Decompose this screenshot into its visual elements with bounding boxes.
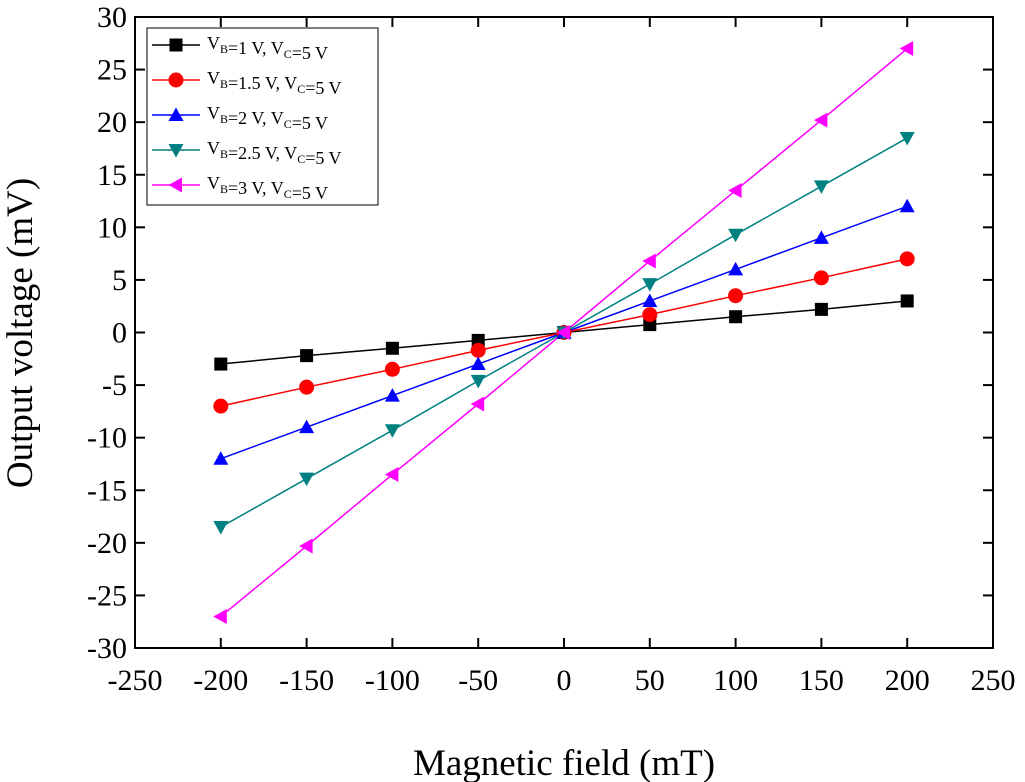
marker [728,228,744,243]
marker [813,230,829,244]
marker [728,261,744,276]
legend-label: VB=2.5 V, VC=5 V [207,138,342,168]
legend-box [146,27,379,206]
y-tick-label: 25 [97,54,127,87]
marker [384,388,400,402]
marker [728,288,744,304]
x-tick-label: -150 [279,664,334,697]
marker [642,278,658,292]
marker [384,361,400,377]
legend-label: VB=3 V, VC=5 V [207,173,328,203]
marker [642,293,658,307]
marker [213,451,229,465]
marker [729,310,743,324]
x-axis-title: Magnetic field (mT) [413,743,715,782]
marker [728,183,742,199]
legend-marker [168,72,184,88]
x-tick-label: -250 [108,664,163,697]
x-tick-label: -200 [193,664,248,697]
x-tick-label: 50 [635,664,665,697]
marker [213,608,227,624]
marker [556,325,570,340]
marker [385,341,399,355]
marker [900,294,914,308]
legend-label: VB=1.5 V, VC=5 V [207,68,342,98]
y-tick-label: 20 [97,106,127,139]
y-tick-label: 30 [97,1,127,34]
marker [213,398,229,414]
marker [299,538,313,554]
marker [899,41,914,57]
legend-label: VB=1 V, VC=5 V [207,33,328,63]
y-tick-label: 5 [112,264,127,297]
marker [899,198,915,213]
marker [300,349,314,363]
marker [470,342,486,358]
marker [299,419,315,434]
legend-marker [169,38,183,52]
y-tick-label: -20 [87,527,127,560]
y-tick-label: -10 [87,422,127,455]
y-tick-label: -5 [102,369,127,402]
marker [384,424,400,438]
marker [470,396,485,412]
y-tick-label: 0 [112,317,127,350]
x-tick-label: 150 [799,664,844,697]
marker [814,302,828,316]
marker [214,357,228,371]
marker [642,307,658,323]
legend-label: VB=2 V, VC=5 V [207,103,328,133]
x-tick-label: 0 [557,664,572,697]
marker [213,521,229,535]
marker [299,472,315,487]
marker [299,379,315,395]
marker [470,356,486,371]
marker [470,374,486,389]
y-tick-label: 15 [97,159,127,192]
marker [813,112,828,128]
y-tick-label: 10 [97,211,127,244]
legend-marker [168,177,182,193]
x-tick-label: 100 [713,664,758,697]
marker [899,251,915,267]
x-tick-label: -50 [458,664,498,697]
marker [813,270,829,286]
x-tick-label: 250 [971,664,1016,697]
x-tick-label: -100 [365,664,420,697]
marker [642,253,656,269]
y-tick-label: -15 [87,474,127,507]
legend-marker [168,144,184,158]
y-tick-label: -25 [87,579,127,612]
y-tick-label: -30 [87,632,127,665]
marker [384,466,399,482]
marker [813,180,829,194]
x-tick-label: 200 [885,664,930,697]
y-axis-title: Output voltage (mV) [0,178,41,488]
marker [899,131,915,146]
legend-marker [168,107,184,121]
